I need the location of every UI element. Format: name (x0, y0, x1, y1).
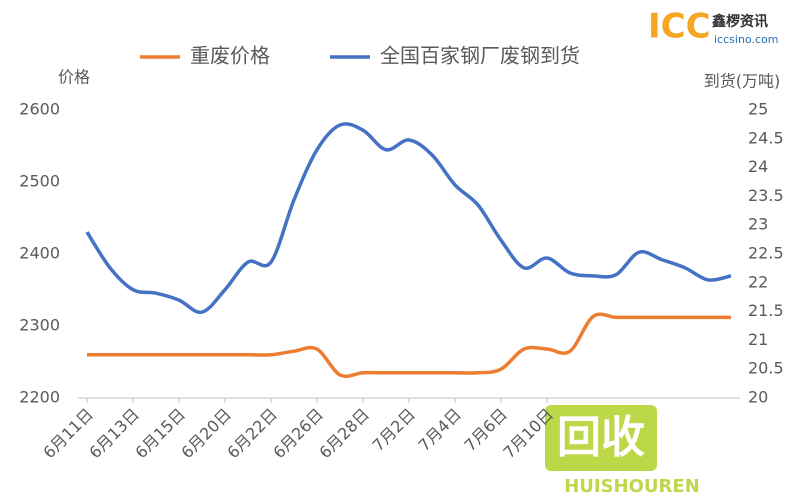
logo-text: 鑫椤资讯 (711, 13, 768, 30)
logo-text: ICC (648, 7, 711, 47)
y2-tick-label: 24.5 (748, 128, 784, 147)
y2-axis-title: 到货(万吨) (704, 72, 781, 91)
icc-logo: ICC 鑫椤资讯 iccsino.com (648, 7, 778, 47)
y2-tick-label: 22 (748, 272, 768, 291)
logo-text: iccsino.com (714, 33, 778, 46)
x-tick-label: 6月26日 (269, 405, 327, 463)
y-tick-label: 2500 (19, 172, 60, 191)
y2-tick-label: 20 (748, 388, 768, 407)
x-tick-label: 6月22日 (223, 405, 281, 463)
x-tick-label: 7月2日 (369, 405, 419, 455)
x-tick-label: 6月13日 (85, 405, 143, 463)
logo-box (545, 405, 657, 471)
y2-tick-label: 23 (748, 215, 768, 234)
y-tick-label: 2300 (19, 316, 60, 335)
legend-label: 重废价格 (190, 44, 270, 68)
y-tick-label: 2400 (19, 244, 60, 263)
x-tick-label: 6月15日 (131, 405, 189, 463)
line-series (85, 122, 732, 315)
x-tick-label: 6月11日 (39, 405, 97, 463)
y2-tick-label: 20.5 (748, 359, 784, 378)
legend-label: 全国百家钢厂废钢到货 (380, 44, 580, 68)
x-tick-label: 6月28日 (315, 405, 373, 463)
y2-tick-label: 23.5 (748, 186, 784, 205)
x-tick-label: 6月20日 (177, 405, 235, 463)
y2-tick-label: 22.5 (748, 244, 784, 263)
y-tick-label: 2600 (19, 100, 60, 119)
y2-tick-label: 21.5 (748, 301, 784, 320)
line-series (86, 312, 731, 379)
y-tick-label: 2200 (19, 388, 60, 407)
y2-tick-label: 25 (748, 100, 768, 119)
y2-tick-label: 24 (748, 157, 768, 176)
logo-text: 回收 (557, 412, 645, 463)
x-tick-label: 7月4日 (415, 405, 465, 455)
huishou-logo: 回收 HUISHOUREN (545, 405, 700, 497)
y-axis-title: 价格 (58, 68, 90, 87)
logo-text: HUISHOUREN (564, 476, 700, 497)
y2-tick-label: 21 (748, 330, 768, 349)
